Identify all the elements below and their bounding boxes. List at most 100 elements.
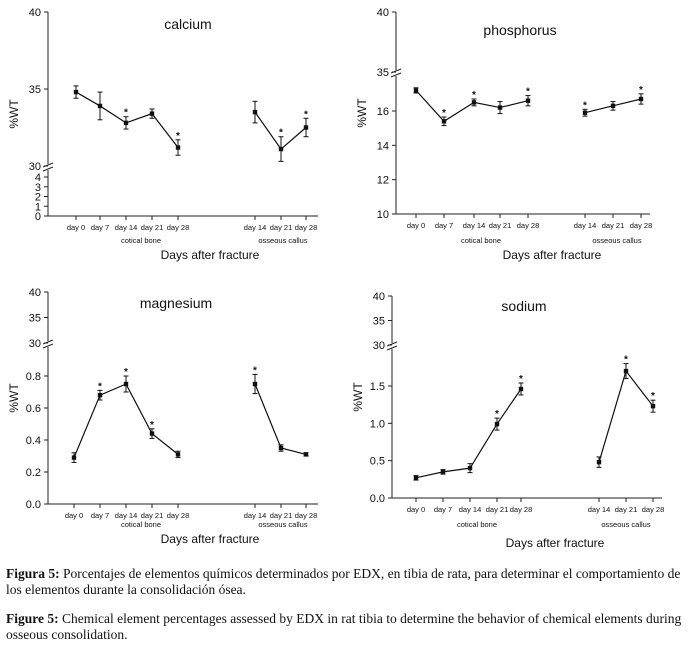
significance-mark: *: [442, 108, 446, 119]
data-point: [303, 452, 309, 457]
y-axis-label: %WT: [351, 382, 365, 412]
y-tick-label: 14: [377, 140, 389, 152]
y-tick-label: 1: [35, 201, 41, 213]
data-point: [413, 475, 419, 481]
data-point: [278, 445, 284, 451]
significance-mark: *: [639, 85, 643, 96]
y-tick-label: 0.4: [26, 435, 41, 447]
data-point: [175, 145, 181, 150]
data-point: [518, 386, 524, 392]
data-point: [252, 381, 258, 387]
y-tick-label: 10: [377, 209, 389, 221]
x-tick-label: day 21: [270, 223, 293, 232]
data-point: [278, 146, 284, 152]
chart-title: phosphorus: [483, 22, 556, 38]
caption-spanish-label: Figura 5:: [6, 566, 60, 581]
data-point: [638, 96, 644, 102]
x-tick-label: day 21: [615, 505, 638, 514]
caption-english-label: Figure 5:: [6, 611, 59, 626]
data-point: [413, 88, 419, 93]
y-tick-label: 40: [377, 7, 389, 19]
y-tick-label: 0: [35, 211, 41, 223]
caption-spanish-text: Porcentajes de elementos químicos determ…: [6, 566, 681, 597]
data-point: [97, 393, 103, 398]
x-tick-label: day 0: [65, 511, 83, 520]
significance-mark: *: [98, 381, 102, 392]
axis-break-mark: [42, 162, 54, 172]
group-label: osseous callus: [258, 520, 307, 529]
significance-mark: *: [124, 367, 128, 378]
chart-panel-phosphorus: phosphorus %WT 35 40 10 12 14 16 day 0 day 7 day 1…: [355, 7, 652, 262]
group-label: cotical bone: [457, 520, 497, 529]
x-tick-label: day 21: [486, 505, 509, 514]
x-tick-label: day 14: [115, 223, 138, 232]
x-tick-label: day 21: [489, 221, 512, 230]
y-axis-label: %WT: [7, 99, 21, 129]
x-axis-label: Days after fracture: [506, 536, 605, 550]
y-tick-label: 4: [35, 172, 41, 184]
significance-mark: *: [583, 100, 587, 111]
y-tick-label: 1.5: [370, 381, 385, 393]
series-line: [75, 91, 179, 148]
caption-english-text: Chemical element percentages assessed by…: [6, 611, 682, 642]
x-tick-label: day 28: [295, 223, 318, 232]
significance-mark: *: [279, 128, 283, 139]
y-tick-label: 16: [377, 106, 389, 118]
x-tick-label: day 0: [407, 505, 425, 514]
group-label: cotical bone: [461, 236, 501, 245]
y-tick-label: 3: [35, 182, 41, 194]
group-label: osseous callus: [592, 236, 641, 245]
significance-mark: *: [124, 108, 128, 119]
chart-title: magnesium: [140, 295, 212, 311]
significance-mark: *: [624, 355, 628, 366]
chart-panel-sodium: sodium %WT 30 35 40 0.0 0.5 1.0 1.5 day 0 day 7 day…: [351, 291, 664, 550]
data-point: [467, 465, 473, 471]
x-tick-label: day 28: [517, 221, 540, 230]
group-label: cotical bone: [121, 236, 161, 245]
x-tick-label: day 14: [244, 511, 267, 520]
x-tick-label: day 14: [244, 223, 267, 232]
y-tick-label: 0.5: [370, 456, 385, 468]
significance-mark: *: [176, 131, 180, 142]
data-point: [497, 105, 503, 110]
y-tick-label: 0.8: [26, 371, 41, 383]
data-point: [441, 119, 447, 124]
x-tick-label: day 14: [115, 511, 138, 520]
chart-title: sodium: [501, 298, 546, 314]
data-point: [525, 98, 531, 103]
x-tick-label: day 0: [407, 221, 425, 230]
x-tick-label: day 28: [295, 511, 318, 520]
group-label: osseous callus: [601, 520, 650, 529]
series-line: [254, 383, 307, 455]
data-point: [471, 100, 477, 105]
axis-break-mark: [390, 68, 402, 78]
axis-break-mark: [386, 341, 398, 351]
x-tick-label: day 28: [167, 511, 190, 520]
x-tick-label: day 7: [435, 221, 453, 230]
significance-mark: *: [651, 391, 655, 402]
series-line: [415, 388, 522, 479]
x-tick-label: day 14: [463, 221, 486, 230]
caption-english: Figure 5: Chemical element percentages a…: [6, 611, 690, 643]
x-tick-label: day 14: [588, 505, 611, 514]
data-point: [623, 368, 629, 374]
data-point: [610, 103, 616, 109]
x-tick-label: day 14: [459, 505, 482, 514]
significance-mark: *: [519, 374, 523, 385]
y-tick-label: 30: [29, 338, 41, 350]
chart-title: calcium: [164, 16, 211, 32]
data-point: [303, 125, 309, 130]
x-tick-label: day 21: [602, 221, 625, 230]
y-axis-label: %WT: [355, 98, 369, 128]
group-label: osseous callus: [258, 236, 307, 245]
axis-break-mark: [42, 339, 54, 349]
significance-mark: *: [472, 90, 476, 101]
series-line: [598, 369, 654, 463]
x-tick-label: day 28: [642, 505, 665, 514]
group-label: cotical bone: [121, 520, 161, 529]
significance-mark: *: [495, 409, 499, 420]
data-point: [149, 111, 155, 116]
data-point: [596, 459, 602, 465]
y-axis-label: %WT: [7, 383, 21, 413]
